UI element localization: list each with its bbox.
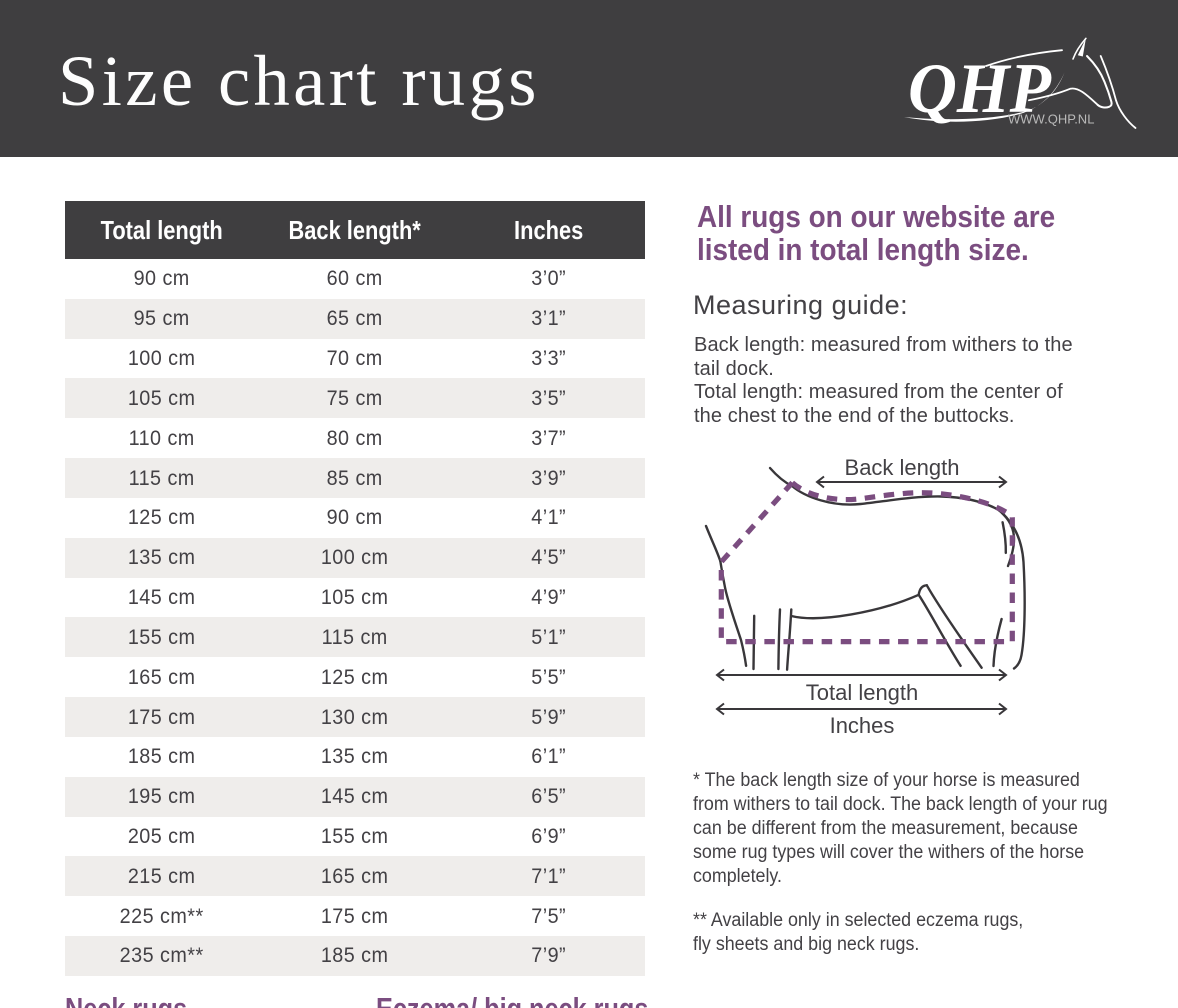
svg-text:Back length: Back length xyxy=(845,455,960,480)
svg-text:Inches: Inches xyxy=(830,713,895,738)
svg-text:QHP: QHP xyxy=(908,50,1052,128)
svg-text:WWW.QHP.NL: WWW.QHP.NL xyxy=(1008,112,1094,127)
svg-text:Total length: Total length xyxy=(806,680,919,705)
